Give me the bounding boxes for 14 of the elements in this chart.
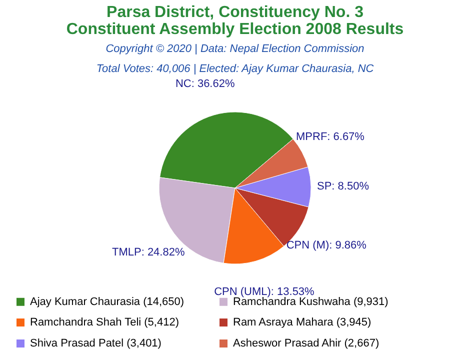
chart-subtitle: Copyright © 2020 | Data: Nepal Election Commission Total Votes: 40,006 | Elected: Ajay Kumar Chaurasia, NC [96,43,374,76]
chart-title: Parsa District, Constituency No. 3 Constituent Assembly Election 2008 Results [66,4,404,38]
legend-label: Ram Asraya Mahara (3,945) [233,316,372,328]
data-label: NC: 36.62% [175,78,235,90]
data-label: SP: 8.50% [316,180,370,192]
legend-label: Shiva Prasad Patel (3,401) [30,338,162,350]
data-label: CPN (M): 9.86% [286,240,367,252]
legend-label: Ramchandra Kushwaha (9,931) [233,296,388,308]
legend-label: Ajay Kumar Chaurasia (14,650) [30,296,184,308]
legend-label: Asheswor Prasad Ahir (2,667) [233,338,380,350]
data-label: MPRF: 6.67% [296,131,365,144]
data-label: CPN (UML): 13.53% [214,286,315,298]
legend-label: Ramchandra Shah Teli (5,412) [30,316,179,328]
data-label: TMLP: 24.82% [112,246,185,258]
